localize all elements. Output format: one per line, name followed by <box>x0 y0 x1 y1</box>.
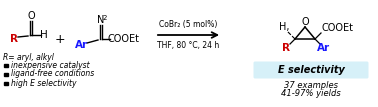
Text: H: H <box>40 30 48 40</box>
Text: COOEt: COOEt <box>108 34 140 44</box>
Text: N: N <box>97 15 105 25</box>
Bar <box>4 63 8 67</box>
Text: +: + <box>55 33 65 45</box>
Text: 37 examples: 37 examples <box>284 80 338 89</box>
Text: R: R <box>282 43 290 53</box>
Text: ligand-free conditions: ligand-free conditions <box>11 70 94 79</box>
Bar <box>4 73 8 76</box>
Text: THF, 80 °C, 24 h: THF, 80 °C, 24 h <box>157 41 220 50</box>
Text: O: O <box>27 11 35 21</box>
Text: E selectivity: E selectivity <box>277 65 344 75</box>
Text: high E selectivity: high E selectivity <box>11 79 76 88</box>
Text: R= aryl, alkyl: R= aryl, alkyl <box>3 53 54 62</box>
Text: Ar: Ar <box>76 40 88 50</box>
Text: 41-97% yields: 41-97% yields <box>281 89 341 99</box>
Text: inexpensive catalyst: inexpensive catalyst <box>11 60 90 70</box>
Text: O: O <box>301 17 309 27</box>
Text: R: R <box>10 34 18 44</box>
Text: Ar: Ar <box>318 43 331 53</box>
Text: COOEt: COOEt <box>321 23 353 33</box>
FancyBboxPatch shape <box>254 62 369 79</box>
Text: CoBr₂ (5 mol%): CoBr₂ (5 mol%) <box>159 20 218 29</box>
Bar <box>4 82 8 85</box>
Text: 2: 2 <box>103 15 107 21</box>
Text: H,: H, <box>279 22 289 32</box>
